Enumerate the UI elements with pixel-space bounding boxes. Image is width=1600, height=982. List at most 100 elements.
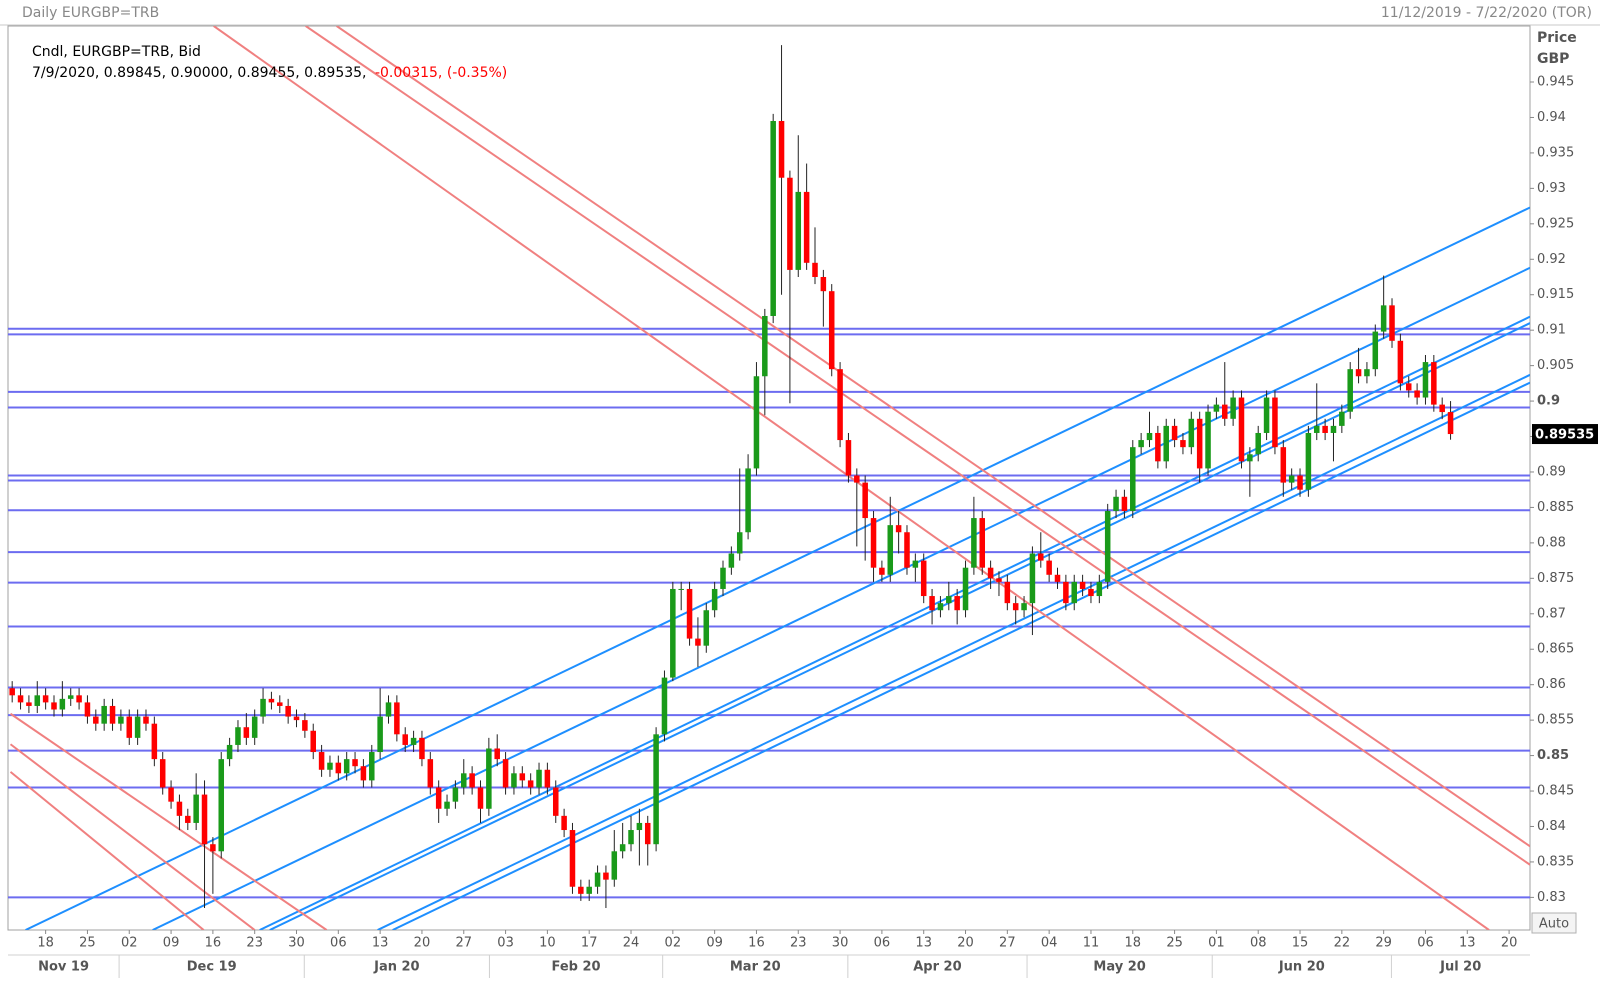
candle-body bbox=[59, 698, 66, 710]
x-tick-label: 03 bbox=[497, 936, 514, 951]
y-tick-label: 0.83 bbox=[1537, 890, 1566, 905]
candle-body bbox=[235, 727, 241, 745]
candle-body bbox=[185, 815, 191, 823]
month-label: Feb 20 bbox=[552, 960, 601, 975]
auto-button-label[interactable]: Auto bbox=[1539, 917, 1569, 932]
candle-body bbox=[201, 794, 208, 845]
candle-body bbox=[109, 705, 116, 724]
y-tick-label: 0.875 bbox=[1537, 571, 1574, 586]
candle-body bbox=[502, 759, 509, 788]
month-label: Apr 20 bbox=[913, 960, 961, 975]
trendline bbox=[9, 771, 205, 930]
candle-body bbox=[971, 518, 977, 568]
candle-body bbox=[26, 702, 32, 706]
x-tick-label: 30 bbox=[832, 936, 849, 951]
candle-body bbox=[1004, 581, 1011, 604]
last-price-box bbox=[1532, 424, 1598, 445]
candle-body bbox=[310, 730, 316, 753]
auto-button[interactable] bbox=[1531, 912, 1577, 934]
candle-body bbox=[151, 723, 158, 760]
candle-body bbox=[728, 553, 735, 568]
x-tick-label: 20 bbox=[414, 936, 431, 951]
legend-change: -0.00315, (-0.35%) bbox=[375, 65, 507, 81]
candle-body bbox=[243, 727, 250, 738]
x-tick-label: 10 bbox=[539, 936, 556, 951]
trendline bbox=[152, 266, 1530, 930]
candle-body bbox=[1364, 369, 1370, 377]
candle-body bbox=[486, 748, 492, 809]
candle-body bbox=[277, 702, 283, 706]
trendline bbox=[9, 743, 256, 930]
candle-body bbox=[628, 830, 634, 845]
candle-body bbox=[394, 702, 400, 735]
candle-body bbox=[569, 830, 576, 887]
y-tick-label: 0.86 bbox=[1537, 677, 1566, 692]
candle-body bbox=[469, 773, 475, 788]
candle-body bbox=[1205, 411, 1211, 469]
candle-body bbox=[1280, 447, 1287, 483]
candle-body bbox=[1146, 432, 1153, 441]
candle-body bbox=[1313, 425, 1320, 433]
date-range: 11/12/2019 - 7/22/2020 (TOR) bbox=[1381, 5, 1592, 21]
x-tick-label: 23 bbox=[246, 936, 263, 951]
candle-body bbox=[327, 762, 333, 770]
candle-body bbox=[385, 702, 392, 717]
candle-body bbox=[427, 759, 434, 788]
x-tick-label: 09 bbox=[706, 936, 723, 951]
candle-body bbox=[787, 177, 793, 270]
x-tick-label: 30 bbox=[288, 936, 305, 951]
candle-body bbox=[452, 787, 459, 802]
candle-body bbox=[1121, 496, 1128, 511]
candle-body bbox=[42, 695, 49, 703]
candle-body bbox=[912, 560, 919, 568]
y-tick-label: 0.93 bbox=[1537, 181, 1566, 196]
candle-body bbox=[812, 262, 818, 277]
candle-body bbox=[17, 695, 24, 703]
candle-body bbox=[143, 716, 149, 724]
candle-body bbox=[1439, 404, 1445, 413]
candle-body bbox=[461, 773, 467, 788]
candle-body bbox=[1180, 440, 1186, 448]
candle-body bbox=[1431, 362, 1437, 405]
x-tick-label: 17 bbox=[581, 936, 598, 951]
x-tick-label: 15 bbox=[1292, 936, 1309, 951]
y-tick-label: 0.85 bbox=[1537, 748, 1569, 763]
x-tick-label: 13 bbox=[915, 936, 932, 951]
x-tick-label: 04 bbox=[1041, 936, 1058, 951]
trendline bbox=[9, 712, 328, 930]
candle-body bbox=[1196, 418, 1203, 469]
x-tick-label: 20 bbox=[957, 936, 974, 951]
candle-body bbox=[720, 567, 726, 589]
candle-body bbox=[711, 588, 718, 611]
plot-layer bbox=[8, 26, 1530, 930]
candle-body bbox=[1347, 369, 1353, 412]
candle-body bbox=[644, 822, 651, 845]
candle-body bbox=[419, 737, 425, 760]
month-label: Jul 20 bbox=[1439, 960, 1481, 975]
candle-body bbox=[444, 801, 450, 809]
candle-body bbox=[586, 886, 592, 894]
candle-body bbox=[887, 525, 894, 575]
candle-body bbox=[1088, 588, 1094, 597]
candle-body bbox=[544, 769, 551, 788]
candle-body bbox=[753, 376, 760, 469]
x-tick-label: 08 bbox=[1250, 936, 1267, 951]
y-tick-label: 0.935 bbox=[1537, 145, 1574, 160]
candle-body bbox=[360, 766, 367, 781]
x-tick-label: 18 bbox=[37, 936, 54, 951]
trendline bbox=[213, 26, 1490, 930]
candle-body bbox=[293, 716, 300, 721]
y-tick-label: 0.905 bbox=[1537, 358, 1574, 373]
candle-body bbox=[996, 578, 1002, 582]
candle-body bbox=[435, 787, 442, 809]
y-tick-label: 0.88 bbox=[1537, 535, 1566, 550]
candle-body bbox=[1163, 425, 1169, 462]
candle-body bbox=[1054, 574, 1061, 582]
candle-body bbox=[736, 532, 743, 554]
candle-body bbox=[9, 688, 15, 696]
x-tick-label: 02 bbox=[665, 936, 682, 951]
x-tick-label: 16 bbox=[205, 936, 222, 951]
candle-body bbox=[1255, 432, 1261, 455]
y-tick-label: 0.94 bbox=[1537, 110, 1566, 125]
